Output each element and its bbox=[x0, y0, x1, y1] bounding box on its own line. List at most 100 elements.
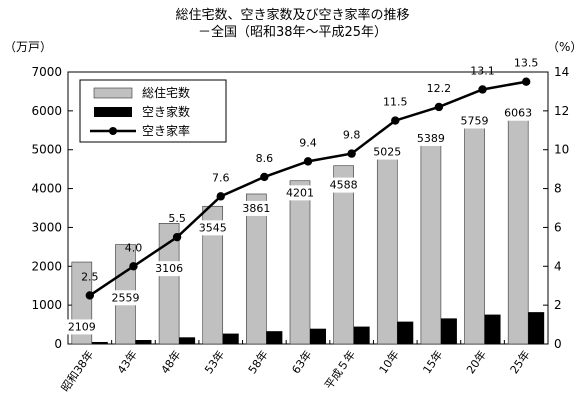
total-housing-label: 6063 bbox=[504, 107, 532, 120]
vacancy-rate-label: 13.1 bbox=[470, 64, 495, 77]
right-tick-label: 4 bbox=[554, 259, 562, 273]
vacancy-rate-label: 13.5 bbox=[514, 57, 539, 70]
vacant-housing-bar bbox=[91, 341, 108, 344]
total-housing-label-bg bbox=[240, 200, 273, 216]
total-housing-label: 5025 bbox=[373, 146, 401, 159]
total-housing-label-bg bbox=[414, 130, 447, 146]
x-tick-label: 58年 bbox=[245, 348, 271, 377]
total-housing-bar bbox=[420, 134, 442, 345]
total-housing-bar bbox=[376, 148, 398, 345]
right-tick-label: 14 bbox=[554, 65, 569, 79]
left-tick-label: 5000 bbox=[31, 143, 62, 157]
total-housing-bar bbox=[158, 223, 180, 345]
vacancy-rate-label: 4.0 bbox=[125, 241, 143, 254]
vacancy-rate-point bbox=[391, 116, 400, 125]
legend-label-rate: 空き家率 bbox=[142, 123, 190, 138]
x-tick-label: 48年 bbox=[158, 348, 184, 377]
x-tick-label: 昭和38年 bbox=[58, 348, 96, 395]
vacant-housing-bar bbox=[310, 328, 326, 344]
total-housing-label: 3545 bbox=[199, 221, 227, 234]
total-housing-label-bg bbox=[327, 177, 360, 193]
vacancy-rate-label: 5.5 bbox=[168, 212, 186, 225]
total-housing-label: 3106 bbox=[155, 262, 183, 275]
legend-swatch-total bbox=[93, 87, 133, 99]
total-housing-label: 3861 bbox=[242, 202, 270, 215]
vacant-housing-bar bbox=[484, 314, 501, 344]
vacant-housing-bar bbox=[528, 312, 545, 344]
legend-label-total: 総住宅数 bbox=[142, 85, 190, 100]
left-tick-label: 7000 bbox=[31, 65, 62, 79]
total-housing-bar bbox=[464, 119, 485, 345]
total-housing-label-bg bbox=[153, 261, 186, 277]
legend-label-vacant: 空き家数 bbox=[142, 104, 190, 119]
vacant-housing-bar bbox=[440, 318, 457, 344]
vacancy-rate-point bbox=[172, 232, 182, 242]
left-tick-label: 4000 bbox=[31, 182, 62, 196]
x-tick-label: 15年 bbox=[420, 348, 446, 377]
vacancy-rate-label: 12.2 bbox=[427, 82, 452, 95]
total-housing-bar bbox=[246, 193, 267, 345]
total-housing-label: 4201 bbox=[286, 186, 314, 199]
vacancy-rate-label: 7.6 bbox=[212, 171, 230, 184]
left-tick-label: 0 bbox=[54, 337, 62, 351]
right-tick-label: 8 bbox=[554, 182, 562, 196]
left-tick-label: 6000 bbox=[31, 104, 62, 118]
vacancy-rate-point bbox=[260, 172, 269, 182]
total-housing-label-bg bbox=[109, 290, 142, 306]
x-tick-label: 53年 bbox=[201, 348, 227, 377]
total-housing-label-bg bbox=[458, 113, 491, 129]
total-housing-label-bg bbox=[196, 220, 229, 236]
vacant-housing-bar bbox=[353, 326, 370, 344]
vacancy-rate-point bbox=[478, 85, 487, 94]
total-housing-bar bbox=[333, 165, 354, 345]
vacancy-rate-label: 9.8 bbox=[343, 129, 361, 142]
left-tick-label: 3000 bbox=[31, 220, 62, 234]
total-housing-bar bbox=[202, 205, 224, 345]
total-housing-label-bg bbox=[502, 105, 535, 121]
total-housing-bar bbox=[289, 180, 311, 345]
legend-swatch-vacant bbox=[94, 107, 132, 117]
vacancy-rate-label: 2.5 bbox=[81, 270, 99, 283]
vacancy-rate-point bbox=[434, 102, 444, 112]
vacancy-rate-label: 9.4 bbox=[299, 136, 317, 149]
total-housing-label: 4588 bbox=[330, 179, 358, 192]
vacant-housing-bar bbox=[397, 321, 414, 344]
right-tick-label: 10 bbox=[554, 143, 569, 157]
right-axis-unit: （%） bbox=[547, 40, 583, 54]
left-tick-label: 1000 bbox=[31, 298, 62, 312]
vacancy-rate-point bbox=[85, 291, 95, 300]
total-housing-label-bg bbox=[371, 144, 404, 160]
right-tick-label: 0 bbox=[554, 337, 562, 351]
vacancy-rate-point bbox=[347, 149, 356, 158]
x-tick-label: 25年 bbox=[507, 348, 533, 377]
x-tick-label: 10年 bbox=[376, 348, 402, 377]
vacancy-rate-label: 8.6 bbox=[256, 152, 274, 165]
x-tick-label: 20年 bbox=[463, 348, 489, 377]
total-housing-bar bbox=[507, 108, 529, 345]
vacant-housing-bar bbox=[266, 331, 283, 344]
total-housing-label: 5389 bbox=[417, 132, 445, 145]
total-housing-label-bg bbox=[65, 319, 98, 335]
vacant-housing-bar bbox=[135, 339, 152, 344]
vacant-housing-bar bbox=[179, 337, 196, 344]
right-tick-label: 6 bbox=[554, 220, 562, 234]
chart-subtitle: －全国（昭和38年～平成25年） bbox=[197, 25, 388, 40]
vacancy-rate-point bbox=[521, 77, 531, 86]
left-tick-label: 2000 bbox=[31, 259, 62, 273]
left-axis-unit: （万戸） bbox=[4, 40, 53, 54]
vacancy-rate-label: 11.5 bbox=[383, 96, 408, 109]
vacancy-rate-point bbox=[129, 262, 138, 271]
total-housing-label: 2109 bbox=[68, 320, 96, 333]
right-tick-label: 2 bbox=[554, 298, 562, 312]
vacancy-rate-point bbox=[303, 157, 313, 166]
total-housing-label: 2559 bbox=[111, 291, 139, 304]
x-tick-label: 平成５年 bbox=[321, 348, 358, 392]
vacant-housing-bar bbox=[222, 333, 239, 344]
total-housing-label-bg bbox=[284, 185, 316, 201]
chart-title: 総住宅数、空き家数及び空き家率の推移 bbox=[175, 8, 410, 23]
total-housing-label: 5759 bbox=[461, 114, 489, 127]
x-tick-label: 43年 bbox=[114, 348, 140, 377]
right-tick-label: 12 bbox=[554, 104, 569, 118]
vacancy-rate-point bbox=[216, 192, 225, 201]
